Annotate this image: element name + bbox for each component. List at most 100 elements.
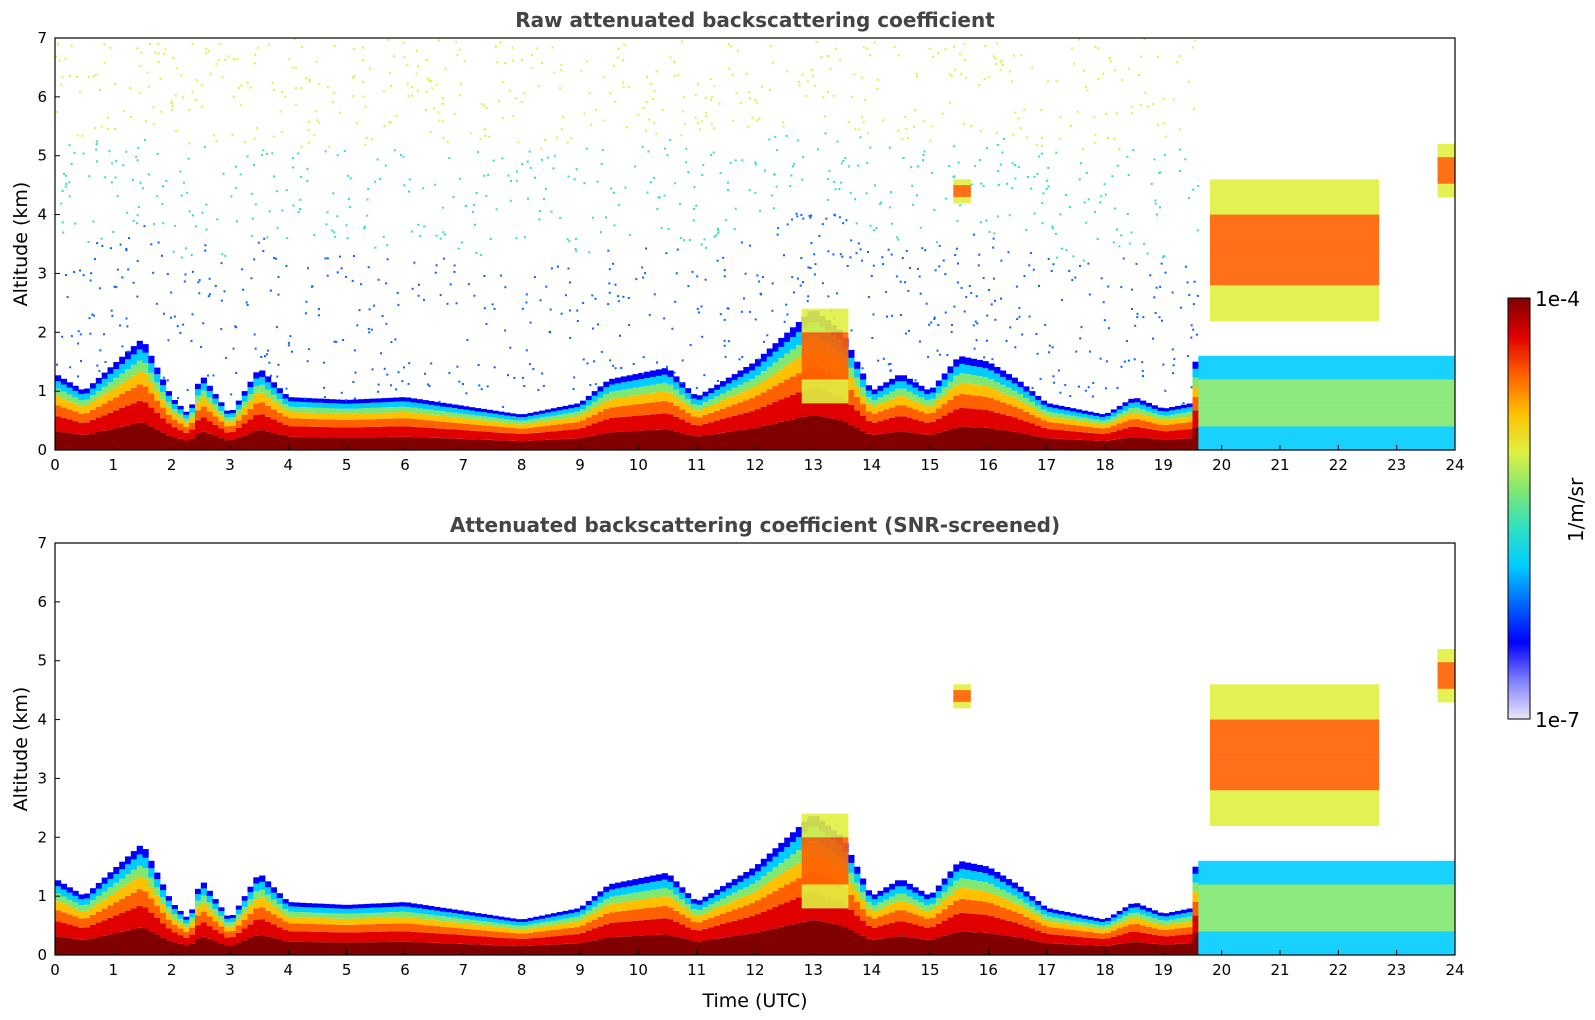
backscatter-cell bbox=[930, 897, 937, 904]
backscatter-cell bbox=[679, 892, 686, 900]
backscatter-cell bbox=[626, 886, 633, 894]
noise-pixel bbox=[441, 120, 444, 123]
backscatter-cell bbox=[597, 434, 604, 450]
noise-pixel bbox=[345, 399, 348, 402]
noise-pixel bbox=[1033, 175, 1036, 178]
backscatter-cell bbox=[865, 403, 872, 412]
backscatter-cell bbox=[119, 887, 126, 899]
backscatter-cell bbox=[626, 921, 633, 937]
backscatter-cell bbox=[282, 424, 289, 436]
backscatter-cell bbox=[632, 374, 639, 381]
noise-pixel bbox=[152, 123, 155, 126]
backscatter-cell bbox=[329, 437, 336, 450]
noise-pixel bbox=[174, 224, 177, 227]
noise-pixel bbox=[253, 62, 256, 65]
backscatter-cell bbox=[259, 430, 266, 450]
backscatter-cell bbox=[906, 937, 913, 955]
backscatter-cell bbox=[865, 916, 872, 926]
noise-pixel bbox=[1163, 122, 1166, 125]
backscatter-cell bbox=[375, 398, 382, 403]
backscatter-cell bbox=[1110, 416, 1117, 421]
noise-pixel bbox=[87, 75, 90, 78]
noise-pixel bbox=[694, 116, 697, 119]
backscatter-cell bbox=[405, 397, 412, 402]
backscatter-cell bbox=[685, 405, 692, 413]
backscatter-cell bbox=[60, 937, 67, 955]
backscatter-cell bbox=[766, 871, 773, 882]
backscatter-cell bbox=[469, 430, 476, 440]
noise-pixel bbox=[1014, 111, 1017, 114]
backscatter-cell bbox=[632, 380, 639, 388]
backscatter-cell bbox=[556, 439, 563, 450]
noise-pixel bbox=[703, 374, 706, 377]
backscatter-cell bbox=[1017, 899, 1024, 906]
backscatter-cell bbox=[597, 926, 604, 940]
backscatter-cell bbox=[749, 387, 756, 399]
backscatter-cell bbox=[1011, 902, 1018, 912]
backscatter-cell bbox=[539, 426, 546, 433]
backscatter-cell bbox=[183, 927, 190, 933]
backscatter-cell bbox=[125, 390, 132, 406]
backscatter-cell bbox=[766, 376, 773, 390]
noise-pixel bbox=[295, 104, 297, 107]
noise-pixel bbox=[882, 119, 885, 122]
backscatter-cell bbox=[918, 890, 925, 896]
noise-pixel bbox=[1079, 265, 1081, 267]
noise-pixel bbox=[171, 105, 174, 108]
noise-pixel bbox=[977, 264, 980, 267]
backscatter-cell bbox=[305, 931, 312, 942]
backscatter-cell bbox=[889, 418, 896, 433]
raw-x-axis: 0 1 2 3 4 5 6 7 8 9 10 11 12 13 14 15 16 17 18 19 20 21 22 23 24 bbox=[50, 445, 1465, 474]
backscatter-cell bbox=[165, 435, 172, 450]
backscatter-cell bbox=[1110, 914, 1117, 918]
backscatter-cell bbox=[970, 871, 977, 881]
backscatter-cell bbox=[224, 413, 231, 418]
backscatter-cell bbox=[171, 414, 178, 420]
backscatter-cell bbox=[422, 914, 429, 920]
backscatter-cell bbox=[253, 899, 260, 909]
backscatter-cell bbox=[329, 413, 336, 420]
noise-pixel bbox=[526, 160, 529, 163]
noise-pixel bbox=[1164, 271, 1167, 274]
backscatter-cell bbox=[510, 925, 517, 929]
noise-pixel bbox=[324, 257, 327, 260]
noise-pixel bbox=[209, 72, 212, 75]
backscatter-cell bbox=[241, 435, 248, 450]
backscatter-cell bbox=[1093, 928, 1100, 933]
noise-pixel bbox=[483, 128, 486, 131]
backscatter-cell bbox=[1099, 420, 1106, 425]
backscatter-cell bbox=[1163, 913, 1170, 917]
backscatter-cell bbox=[825, 896, 832, 923]
noise-pixel bbox=[800, 214, 803, 217]
noise-pixel bbox=[861, 367, 864, 370]
cloud-layer-band bbox=[1437, 662, 1455, 676]
backscatter-cell bbox=[399, 401, 406, 407]
noise-pixel bbox=[976, 322, 979, 325]
backscatter-cell bbox=[941, 387, 948, 395]
backscatter-cell bbox=[661, 934, 668, 955]
backscatter-cell bbox=[335, 913, 342, 919]
backscatter-cell bbox=[416, 924, 423, 933]
noise-pixel bbox=[1014, 346, 1017, 349]
noise-pixel bbox=[1116, 228, 1118, 231]
backscatter-cell bbox=[72, 411, 79, 422]
noise-pixel bbox=[555, 136, 558, 139]
backscatter-cell bbox=[953, 880, 960, 890]
noise-pixel bbox=[683, 239, 685, 242]
noise-pixel bbox=[919, 340, 921, 343]
noise-pixel bbox=[1152, 337, 1154, 340]
noise-pixel bbox=[653, 122, 656, 125]
backscatter-cell bbox=[935, 923, 942, 938]
backscatter-cell bbox=[871, 434, 878, 450]
backscatter-cell bbox=[463, 919, 470, 924]
backscatter-cell bbox=[475, 408, 482, 412]
noise-pixel bbox=[1107, 285, 1110, 288]
backscatter-cell bbox=[136, 905, 143, 928]
backscatter-cell bbox=[906, 889, 913, 897]
backscatter-cell bbox=[545, 425, 552, 432]
backscatter-cell bbox=[982, 427, 989, 450]
noise-pixel bbox=[960, 286, 963, 289]
backscatter-cell bbox=[451, 408, 458, 413]
backscatter-cell bbox=[1122, 920, 1129, 927]
backscatter-cell bbox=[1122, 926, 1129, 934]
